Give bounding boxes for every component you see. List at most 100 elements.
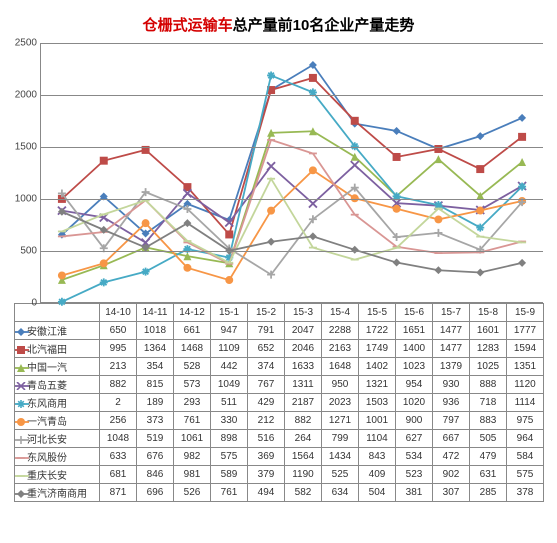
series-line (62, 188, 522, 275)
table-cell: 982 (174, 448, 211, 466)
table-cell: 374 (248, 358, 285, 376)
table-row: 重汽济南商用8716965267614945826345043813072853… (15, 484, 544, 502)
table-cell: 843 (359, 448, 396, 466)
table-row: 重庆长安681846981589379119052540952390263157… (15, 466, 544, 484)
series-marker (518, 158, 526, 166)
table-cell: 213 (100, 358, 137, 376)
series-marker (351, 117, 359, 125)
legend-marker-icon (17, 418, 25, 426)
series-marker (518, 183, 526, 191)
table-cell: 681 (100, 466, 137, 484)
table-cell: 573 (174, 376, 211, 394)
table-col-header: 15-4 (322, 304, 359, 322)
table-cell: 2047 (285, 322, 322, 340)
table-cell: 369 (248, 448, 285, 466)
series-marker (434, 155, 442, 163)
series-marker (100, 278, 108, 286)
table-cell: 1104 (359, 430, 396, 448)
series-marker (225, 276, 233, 284)
series-marker (351, 161, 359, 169)
table-cell: 1648 (322, 358, 359, 376)
row-header: 一汽青岛 (15, 412, 100, 430)
series-marker (309, 232, 317, 240)
legend-marker-icon (17, 400, 25, 408)
series-marker (518, 114, 526, 122)
legend-marker-icon (17, 436, 25, 444)
table-col-header: 15-7 (433, 304, 470, 322)
table-cell: 354 (137, 358, 174, 376)
table-cell: 888 (470, 376, 507, 394)
row-label: 东风股份 (27, 453, 67, 464)
table-cell: 1400 (396, 340, 433, 358)
table-cell: 1190 (285, 466, 322, 484)
legend-marker-icon (17, 328, 25, 336)
table-cell: 1468 (174, 340, 211, 358)
table-cell: 767 (248, 376, 285, 394)
table-cell: 526 (174, 484, 211, 502)
row-header: 东风商用 (15, 394, 100, 412)
table-cell: 1114 (507, 394, 544, 412)
table-col-header: 14-11 (137, 304, 174, 322)
series-line (62, 165, 522, 243)
table-cell: 1048 (100, 430, 137, 448)
table-cell: 882 (285, 412, 322, 430)
axes: 05001000150020002500 (40, 43, 543, 303)
table-cell: 519 (137, 430, 174, 448)
series-marker (434, 229, 442, 237)
data-table: 14-1014-1114-1215-115-215-315-415-515-61… (14, 303, 544, 502)
table-row: 安徽江淮650101866194779120472288172216511477… (15, 322, 544, 340)
title-rest: 总产量前10名企业产量走势 (233, 17, 415, 34)
table-col-header: 14-12 (174, 304, 211, 322)
table-cell: 429 (248, 394, 285, 412)
series-marker (351, 153, 359, 161)
table-cell: 676 (137, 448, 174, 466)
chart-title: 仓栅式运输车总产量前10名企业产量走势 (0, 0, 557, 43)
table-cell: 589 (211, 466, 248, 484)
series-marker (267, 71, 275, 79)
table-cell: 1025 (470, 358, 507, 376)
table-cell: 1271 (322, 412, 359, 430)
table-cell: 330 (211, 412, 248, 430)
row-label: 中国一汽 (27, 363, 67, 374)
table-cell: 1018 (137, 322, 174, 340)
row-header: 安徽江淮 (15, 322, 100, 340)
table-cell: 1379 (433, 358, 470, 376)
y-tick-label: 1000 (15, 194, 41, 205)
table-cell: 1402 (359, 358, 396, 376)
series-marker (393, 259, 401, 267)
series-marker (351, 246, 359, 254)
table-cell: 815 (137, 376, 174, 394)
series-marker (393, 205, 401, 213)
table-cell: 2046 (285, 340, 322, 358)
table-cell: 652 (248, 340, 285, 358)
table-col-header: 15-1 (211, 304, 248, 322)
row-label: 重庆长安 (27, 471, 67, 482)
gridline (41, 43, 543, 44)
row-label: 北汽福田 (27, 345, 67, 356)
table-cell: 898 (211, 430, 248, 448)
y-tick-label: 500 (20, 246, 41, 257)
table-cell: 504 (359, 484, 396, 502)
figure: { "title_hl": "仓栅式运输车", "title_rest": "总… (0, 0, 557, 502)
series-marker (518, 133, 526, 141)
table-cell: 212 (248, 412, 285, 430)
table-cell: 1311 (285, 376, 322, 394)
series-marker (476, 165, 484, 173)
table-cell: 1001 (359, 412, 396, 430)
table-cell: 584 (507, 448, 544, 466)
series-marker (309, 74, 317, 82)
row-label: 重汽济南商用 (27, 489, 87, 500)
row-header: 东风股份 (15, 448, 100, 466)
table-cell: 791 (248, 322, 285, 340)
table-cell: 505 (470, 430, 507, 448)
row-header: 北汽福田 (15, 340, 100, 358)
table-cell: 661 (174, 322, 211, 340)
series-marker (100, 157, 108, 165)
table-row: 东风商用218929351142921872023150310209367181… (15, 394, 544, 412)
table-cell: 631 (470, 466, 507, 484)
series-marker (476, 132, 484, 140)
table-cell: 1564 (285, 448, 322, 466)
table-cell: 2187 (285, 394, 322, 412)
row-label: 安徽江淮 (27, 327, 67, 338)
table-cell: 442 (211, 358, 248, 376)
